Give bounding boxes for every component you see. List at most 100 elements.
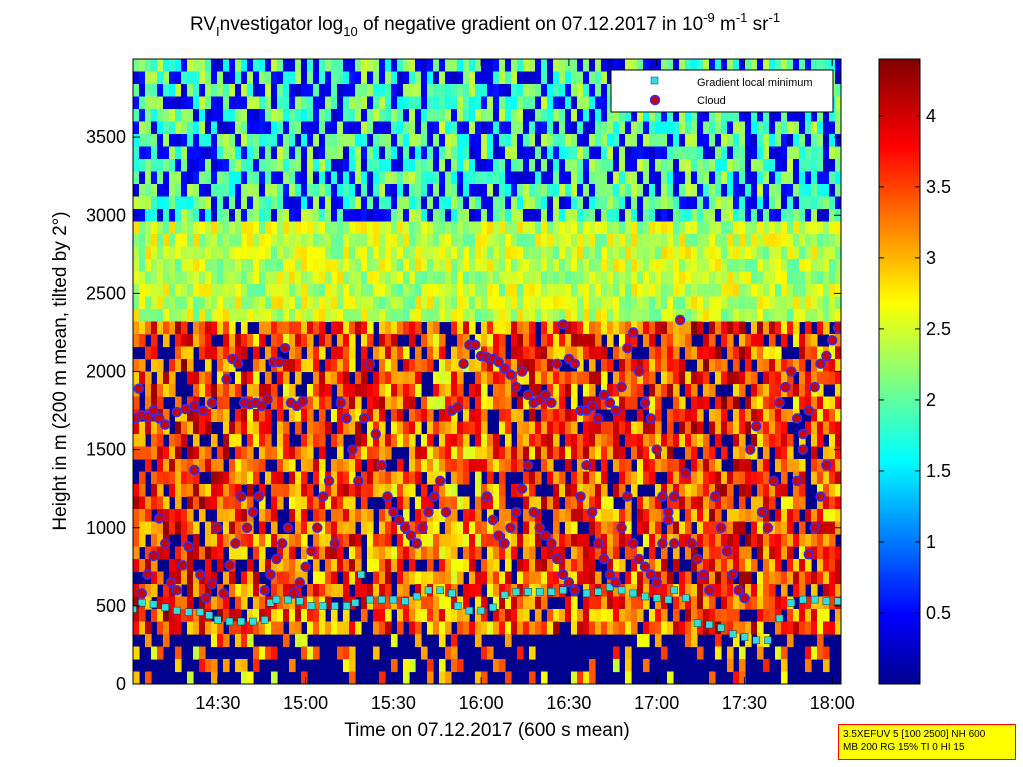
heatmap-cell xyxy=(661,646,668,660)
heatmap-cell xyxy=(685,309,692,323)
heatmap-cell xyxy=(799,484,806,498)
heatmap-cell xyxy=(655,621,662,635)
heatmap-cell xyxy=(181,596,188,610)
heatmap-cell xyxy=(409,234,416,248)
heatmap-cell xyxy=(199,546,206,560)
heatmap-cell xyxy=(217,221,224,235)
heatmap-cell xyxy=(577,71,584,85)
heatmap-cell xyxy=(259,596,266,610)
heatmap-cell xyxy=(271,496,278,510)
heatmap-cell xyxy=(763,159,770,173)
heatmap-cell xyxy=(349,209,356,223)
heatmap-cell xyxy=(235,509,242,523)
heatmap-cell xyxy=(475,546,482,560)
heatmap-cell xyxy=(325,521,332,535)
heatmap-cell xyxy=(499,346,506,360)
heatmap-cell xyxy=(817,371,824,385)
heatmap-cell xyxy=(439,534,446,548)
heatmap-cell xyxy=(211,59,218,73)
heatmap-cell xyxy=(733,146,740,160)
heatmap-cell xyxy=(769,609,776,623)
heatmap-cell xyxy=(709,309,716,323)
heatmap-cell xyxy=(295,559,302,573)
heatmap-cell xyxy=(199,84,206,98)
heatmap-cell xyxy=(757,596,764,610)
heatmap-cell xyxy=(721,121,728,135)
heatmap-cell xyxy=(727,421,734,435)
heatmap-cell xyxy=(511,409,518,423)
heatmap-cell xyxy=(181,246,188,260)
heatmap-cell xyxy=(829,234,836,248)
heatmap-cell xyxy=(787,221,794,235)
heatmap-cell xyxy=(163,371,170,385)
heatmap-cell xyxy=(193,259,200,273)
heatmap-cell xyxy=(277,171,284,185)
heatmap-cell xyxy=(811,359,818,373)
heatmap-cell xyxy=(307,459,314,473)
heatmap-cell xyxy=(271,146,278,160)
heatmap-cell xyxy=(205,134,212,148)
heatmap-cell xyxy=(823,359,830,373)
heatmap-cell xyxy=(325,234,332,248)
heatmap-cell xyxy=(145,296,152,310)
heatmap-cell xyxy=(475,59,482,73)
heatmap-cell xyxy=(709,221,716,235)
heatmap-cell xyxy=(769,159,776,173)
heatmap-cell xyxy=(253,471,260,485)
heatmap-cell xyxy=(493,609,500,623)
heatmap-cell xyxy=(505,96,512,110)
heatmap-cell xyxy=(589,546,596,560)
heatmap-cell xyxy=(439,59,446,73)
heatmap-cell xyxy=(319,96,326,110)
heatmap-cell xyxy=(433,271,440,285)
heatmap-cell xyxy=(829,271,836,285)
heatmap-cell xyxy=(769,384,776,398)
heatmap-cell xyxy=(193,296,200,310)
heatmap-cell xyxy=(535,171,542,185)
heatmap-cell xyxy=(769,59,776,73)
heatmap-cell xyxy=(217,509,224,523)
heatmap-cell xyxy=(343,96,350,110)
heatmap-cell xyxy=(325,534,332,548)
heatmap-cell xyxy=(637,496,644,510)
heatmap-cell xyxy=(301,221,308,235)
heatmap-cell xyxy=(373,484,380,498)
heatmap-cell xyxy=(583,496,590,510)
heatmap-cell xyxy=(619,409,626,423)
heatmap-cell xyxy=(169,371,176,385)
heatmap-cell xyxy=(481,409,488,423)
heatmap-cell xyxy=(685,134,692,148)
heatmap-cell xyxy=(139,534,146,548)
heatmap-cell xyxy=(589,246,596,260)
heatmap-cell xyxy=(571,671,578,684)
heatmap-cell xyxy=(373,259,380,273)
heatmap-cell xyxy=(199,159,206,173)
heatmap-cell xyxy=(325,371,332,385)
gradient-minimum-point xyxy=(161,603,169,612)
heatmap-cell xyxy=(769,321,776,335)
heatmap-cell xyxy=(265,196,272,210)
heatmap-cell xyxy=(583,259,590,273)
heatmap-cell xyxy=(769,246,776,260)
heatmap-cell xyxy=(805,646,812,660)
heatmap-cell xyxy=(565,384,572,398)
heatmap-cell xyxy=(163,296,170,310)
heatmap-cell xyxy=(607,221,614,235)
heatmap-cell xyxy=(709,321,716,335)
heatmap-cell xyxy=(337,359,344,373)
heatmap-cell xyxy=(607,546,614,560)
heatmap-cell xyxy=(655,609,662,623)
heatmap-cell xyxy=(577,546,584,560)
heatmap-cell xyxy=(637,596,644,610)
heatmap-cell xyxy=(775,371,782,385)
heatmap-cell xyxy=(247,159,254,173)
heatmap-cell xyxy=(817,559,824,573)
heatmap-cell xyxy=(451,121,458,135)
heatmap-cell xyxy=(247,634,254,648)
heatmap-cell xyxy=(415,121,422,135)
heatmap-cell xyxy=(259,234,266,248)
heatmap-cell xyxy=(691,346,698,360)
heatmap-cell xyxy=(469,134,476,148)
heatmap-cell xyxy=(799,109,806,123)
heatmap-cell xyxy=(703,134,710,148)
